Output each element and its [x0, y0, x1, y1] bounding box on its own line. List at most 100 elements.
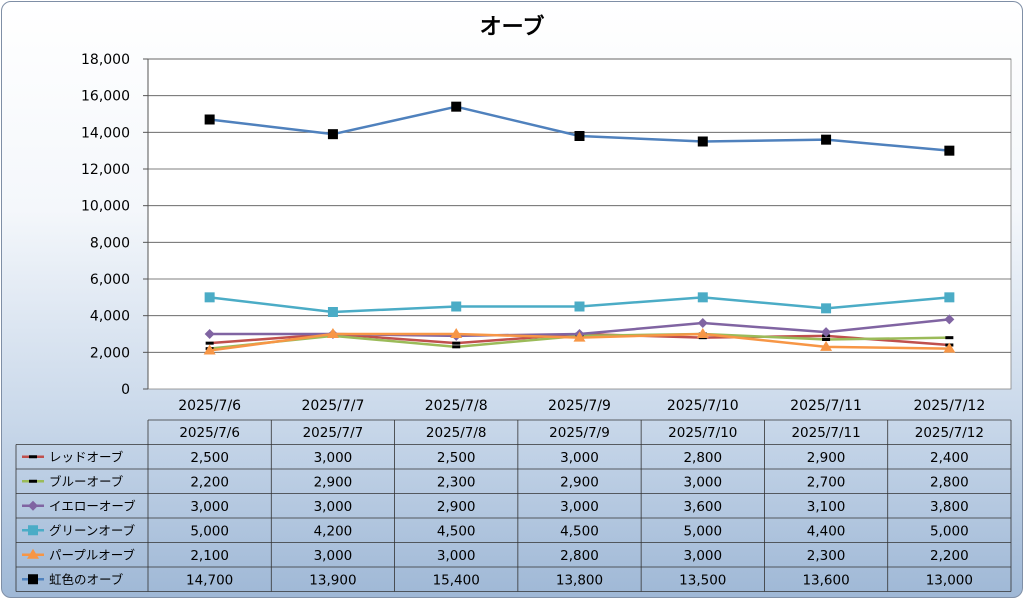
data-point	[943, 342, 956, 353]
data-point	[697, 318, 708, 328]
table-value-cell: 2,500	[437, 450, 476, 466]
legend-label: 虹色のオーブ	[49, 572, 124, 587]
table-value-cell: 2,200	[190, 474, 229, 490]
table-value-cell: 4,400	[807, 523, 846, 539]
table-value-cell: 5,000	[930, 523, 969, 539]
data-point	[822, 338, 831, 341]
x-tick-label: 2025/7/6	[178, 398, 241, 414]
table-value-cell: 2,400	[930, 450, 969, 466]
legend-entry: レッドオーブ	[22, 449, 124, 464]
table-value-cell: 3,000	[683, 548, 722, 564]
x-tick-label: 2025/7/11	[790, 398, 862, 414]
legend-label: パープルオーブ	[49, 547, 136, 562]
series-4	[203, 328, 956, 355]
x-tick-label: 2025/7/7	[301, 398, 364, 414]
table-value-cell: 4,500	[560, 523, 599, 539]
table-value-cell: 2,900	[560, 474, 599, 490]
data-point	[573, 331, 586, 342]
legend-label: グリーンオーブ	[49, 523, 136, 538]
table-value-cell: 2,900	[314, 474, 353, 490]
x-tick-label: 2025/7/8	[425, 398, 488, 414]
y-tick-label: 10,000	[81, 199, 130, 215]
table-value-cell: 3,000	[314, 499, 353, 515]
table-value-cell: 3,000	[314, 548, 353, 564]
x-tick-label: 2025/7/10	[667, 398, 739, 414]
data-table: 2025/7/6 2025/7/7 2025/7/8 2025/7/9 2025/7/1…	[15, 419, 1012, 592]
table-value-cell: 3,600	[683, 499, 722, 515]
legend-marker	[27, 548, 39, 559]
table-value-cell: 2,300	[807, 548, 846, 564]
legend-marker	[28, 574, 38, 585]
table-value-cell: 2,800	[930, 474, 969, 490]
y-tick-label: 12,000	[81, 162, 130, 178]
table-value-cell: 2,100	[190, 548, 229, 564]
legend-entry: イエローオーブ	[22, 498, 136, 513]
series-3	[204, 292, 955, 317]
table-header-cell: 2025/7/10	[668, 425, 737, 441]
legend-marker	[28, 525, 38, 536]
legend-entry: グリーンオーブ	[22, 523, 136, 538]
table-value-cell: 3,000	[190, 499, 229, 515]
table-value-cell: 2,900	[437, 499, 476, 515]
legend-entry: ブルーオーブ	[22, 474, 124, 489]
table-header-cell: 2025/7/8	[426, 425, 487, 441]
legend-label: イエローオーブ	[49, 498, 136, 513]
table-value-cell: 13,600	[802, 572, 849, 588]
legend-entry: 虹色のオーブ	[22, 572, 124, 587]
data-point	[203, 344, 216, 355]
table-value-cell: 2,300	[437, 474, 476, 490]
table-value-cell: 2,900	[807, 450, 846, 466]
table-value-cell: 5,000	[190, 523, 229, 539]
gridlines	[148, 58, 1011, 353]
x-tick-label: 2025/7/12	[913, 398, 985, 414]
table-value-cell: 13,800	[556, 572, 603, 588]
data-point	[326, 328, 339, 338]
y-tick-label: 2,000	[90, 345, 130, 361]
table-header-cell: 2025/7/6	[179, 425, 240, 441]
data-point	[450, 328, 463, 338]
legend-marker	[29, 455, 37, 459]
y-axis: 0 2,000 4,000 6,000 8,000 10,000 12,000 14,000 1…	[81, 52, 149, 398]
table-value-cell: 3,000	[683, 474, 722, 490]
table-value-cell: 3,000	[560, 450, 599, 466]
data-point	[821, 327, 832, 338]
data-point	[452, 341, 461, 345]
table-value-cell: 4,500	[437, 523, 476, 539]
table-value-cell: 4,200	[314, 523, 353, 539]
chart-title: オーブ	[480, 14, 545, 40]
y-tick-label: 4,000	[90, 309, 130, 325]
table-header-cell: 2025/7/7	[303, 425, 364, 441]
legend-label: レッドオーブ	[49, 449, 124, 464]
table-header-cell: 2025/7/12	[915, 425, 984, 441]
data-point	[944, 314, 955, 325]
table-header-cell: 2025/7/9	[549, 425, 610, 441]
table-value-cell: 3,000	[560, 499, 599, 515]
y-tick-label: 0	[121, 382, 130, 398]
data-point	[697, 136, 708, 147]
legend-entry: パープルオーブ	[22, 547, 136, 562]
data-point	[820, 340, 833, 351]
table-header-cell: 2025/7/11	[791, 425, 860, 441]
data-point	[451, 101, 462, 112]
data-point	[205, 341, 214, 345]
table-value-cell: 5,000	[683, 523, 722, 539]
table-value-cell: 3,000	[314, 450, 353, 466]
table-value-cell: 2,500	[190, 450, 229, 466]
data-point	[452, 345, 461, 349]
data-point	[327, 307, 338, 317]
table-value-cell: 15,400	[433, 572, 480, 588]
data-point	[327, 129, 338, 140]
y-tick-label: 14,000	[81, 125, 130, 141]
data-point	[574, 301, 585, 312]
table-value-cell: 13,500	[679, 572, 726, 588]
series-lines	[203, 101, 956, 355]
table-value-cell: 2,200	[930, 548, 969, 564]
data-point	[945, 336, 954, 340]
data-point	[204, 329, 215, 339]
x-tick-label: 2025/7/9	[548, 398, 611, 414]
data-point	[697, 292, 708, 303]
data-point	[696, 328, 709, 338]
y-tick-label: 6,000	[90, 272, 130, 288]
table-value-cell: 13,900	[309, 572, 356, 588]
data-point	[821, 134, 832, 145]
